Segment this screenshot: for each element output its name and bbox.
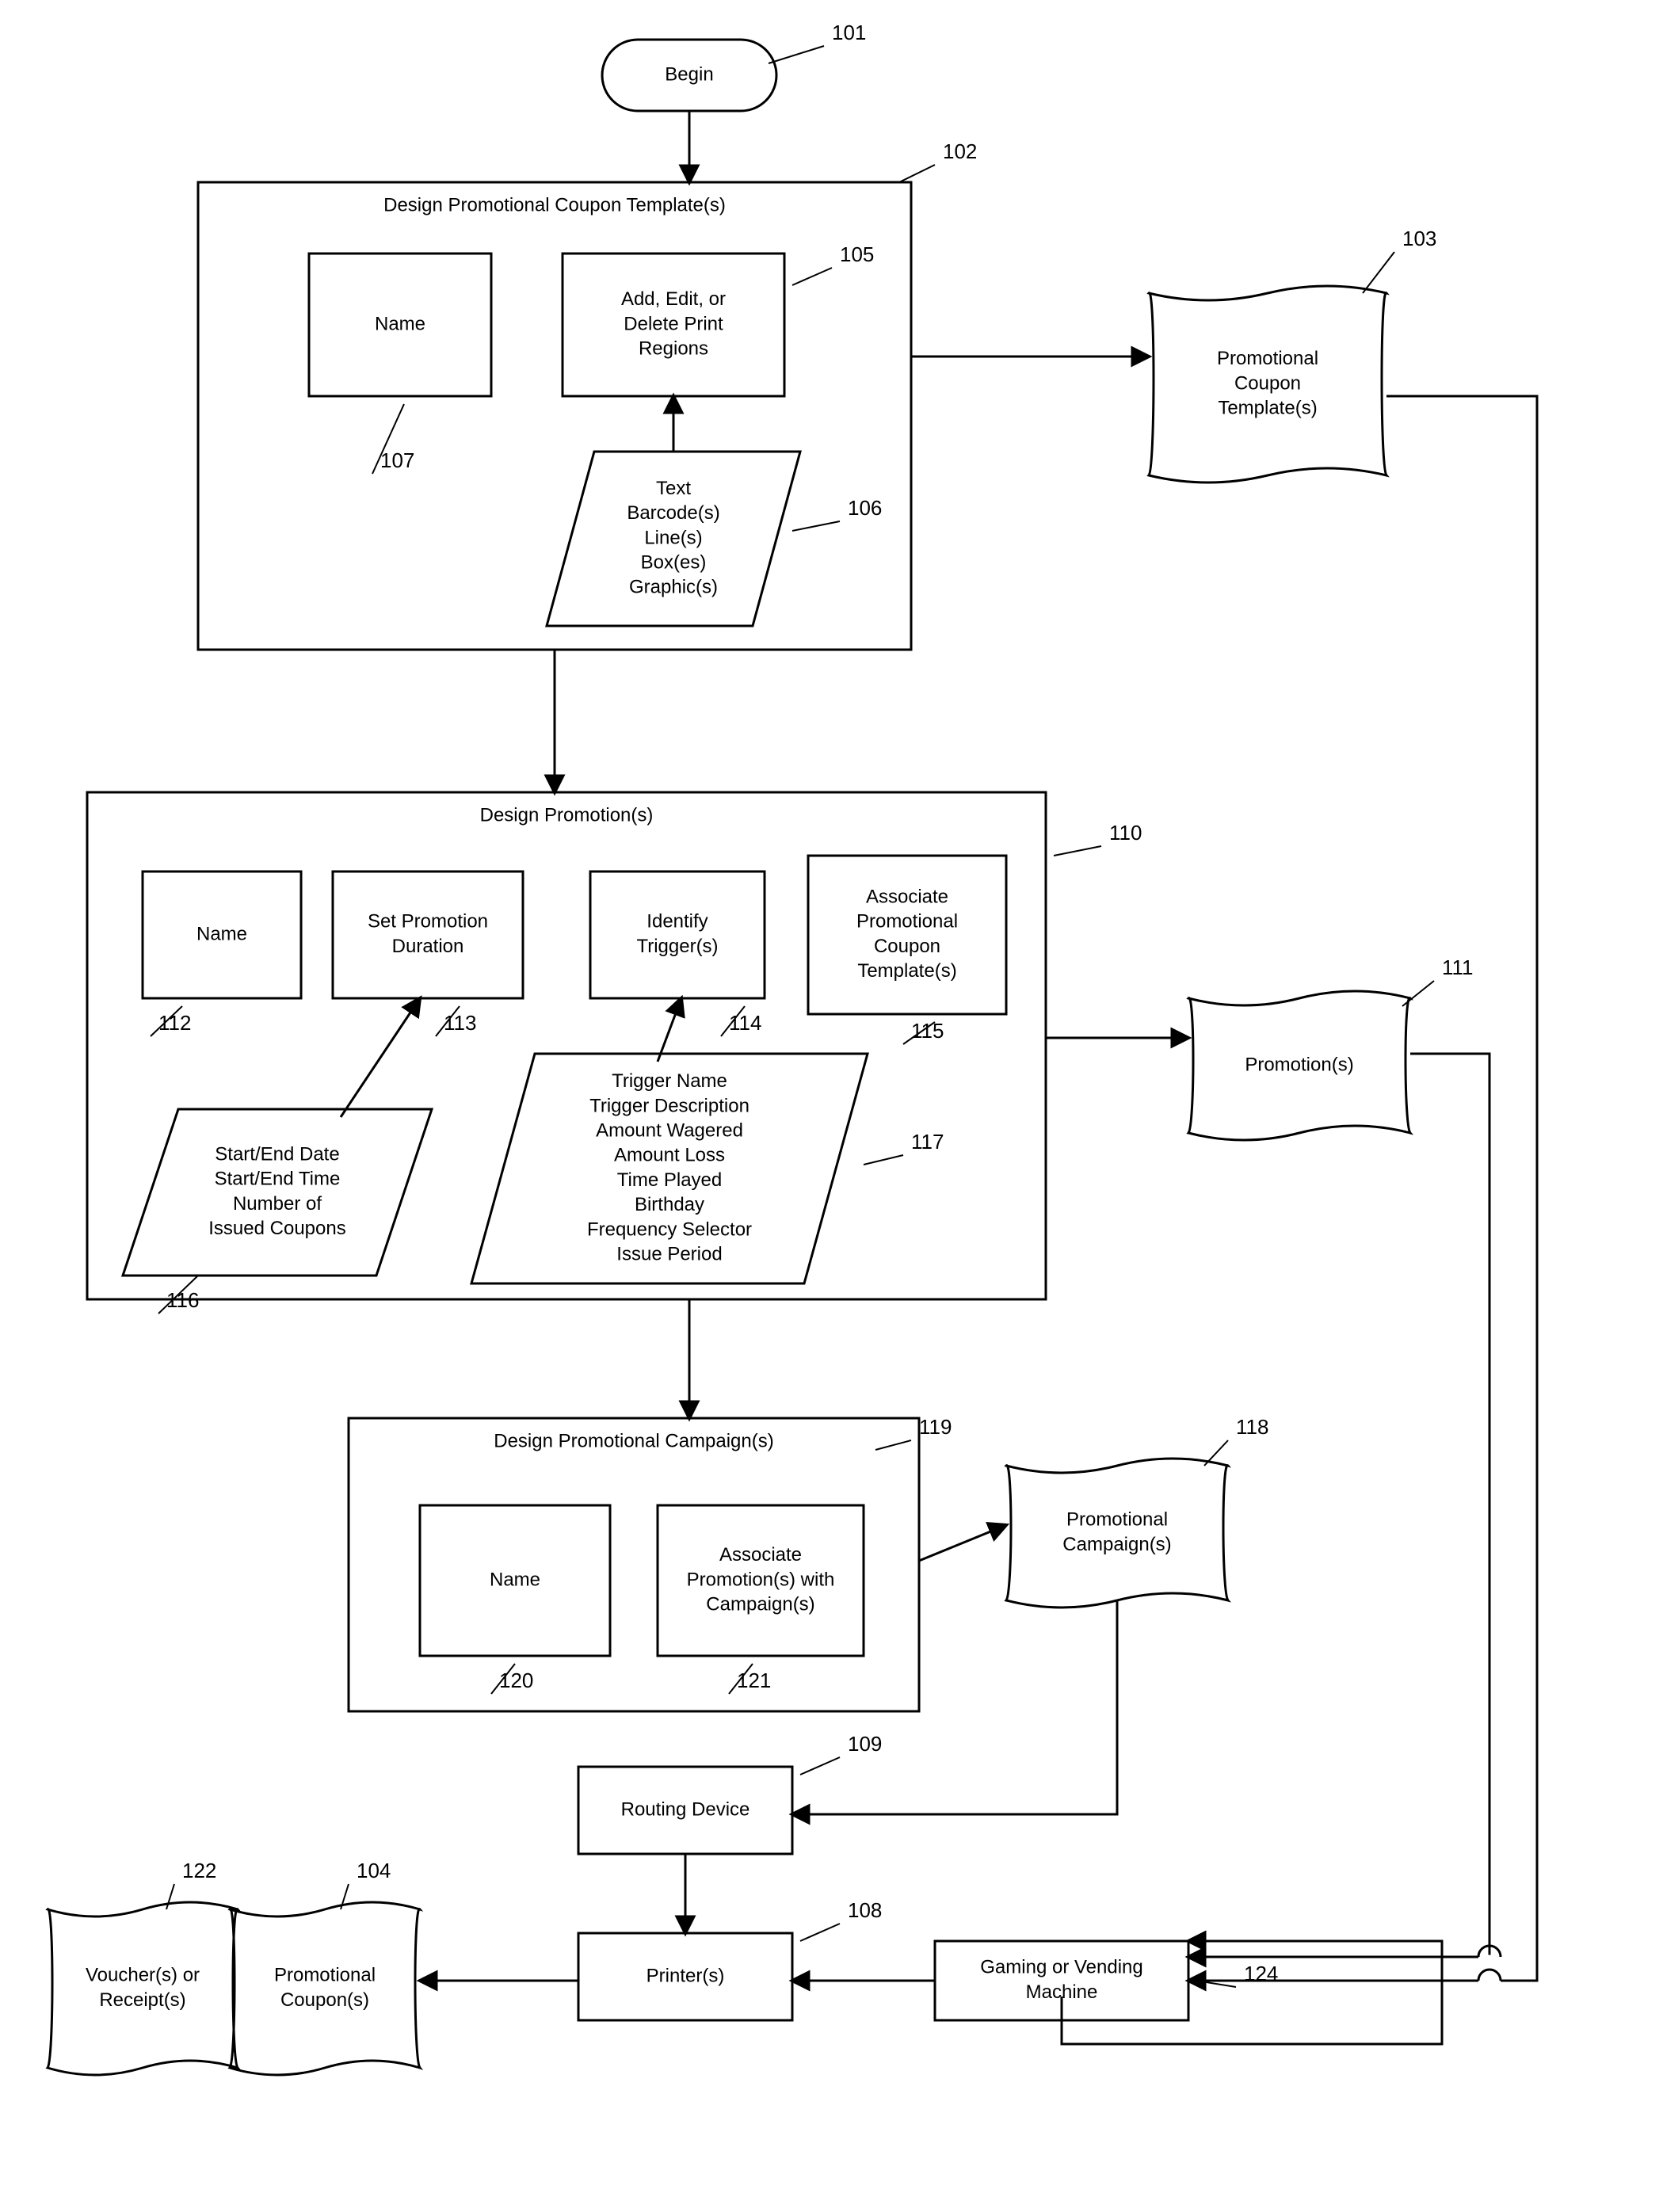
label: Issued Coupons (208, 1218, 345, 1239)
label: Promotional (1066, 1509, 1168, 1531)
label: Template(s) (857, 960, 956, 982)
flow-edge (658, 998, 681, 1062)
label: Name (196, 923, 247, 944)
ref-leader (1363, 252, 1394, 293)
box119 (349, 1418, 919, 1711)
label: Delete Print (624, 313, 723, 334)
label: Start/End Date (215, 1144, 339, 1165)
box119-title: Design Promotional Campaign(s) (494, 1430, 773, 1451)
label: Frequency Selector (587, 1219, 752, 1240)
flow-edge (341, 998, 420, 1117)
ref-leader (800, 1924, 840, 1941)
ref-leader (792, 268, 832, 285)
label: Number of (233, 1193, 322, 1215)
ref-106: 106 (848, 496, 882, 520)
label: Set Promotion (368, 911, 488, 932)
label: Graphic(s) (629, 577, 718, 598)
label: Voucher(s) or (86, 1965, 200, 1986)
ref-102: 102 (943, 139, 977, 163)
label: Promotional (1217, 348, 1318, 369)
box110-title: Design Promotion(s) (480, 804, 654, 826)
label: Coupon(s) (280, 1989, 369, 2011)
label: Receipt(s) (99, 1989, 185, 2011)
ref-109: 109 (848, 1732, 882, 1756)
label: Associate (866, 887, 948, 908)
box102 (198, 182, 911, 650)
ref-117: 117 (911, 1130, 944, 1154)
ref-113: 113 (444, 1011, 476, 1035)
flow-edge (792, 1600, 1117, 1814)
ref-leader (899, 165, 935, 182)
label: Coupon (874, 936, 940, 957)
ref-115: 115 (911, 1019, 944, 1043)
label: Printer(s) (647, 1965, 725, 1986)
ref-leader (792, 521, 840, 531)
label: Identify (647, 911, 708, 932)
label: Issue Period (616, 1244, 722, 1265)
label: Birthday (635, 1194, 704, 1215)
ref-101: 101 (832, 21, 866, 44)
label: Campaign(s) (1062, 1534, 1171, 1555)
label: Trigger Description (589, 1095, 749, 1116)
ref-121: 121 (737, 1669, 771, 1692)
label: Campaign(s) (706, 1594, 814, 1615)
label: Line(s) (644, 527, 702, 548)
label: Name (375, 313, 425, 334)
label: Promotional (274, 1965, 376, 1986)
label: Promotion(s) (1245, 1054, 1353, 1075)
ref-124: 124 (1244, 1962, 1278, 1985)
ref-107: 107 (380, 448, 414, 472)
ref-120: 120 (499, 1669, 533, 1692)
ref-112: 112 (158, 1011, 191, 1035)
flow-edge (1188, 396, 1537, 1981)
label: Associate (719, 1544, 802, 1566)
label: Machine (1026, 1981, 1098, 2003)
label: Template(s) (1218, 398, 1317, 419)
flow-edge (1188, 1054, 1489, 1957)
label: Trigger(s) (636, 936, 718, 957)
ref-103: 103 (1402, 227, 1436, 250)
label: Start/End Time (215, 1169, 341, 1190)
ref-leader (1402, 981, 1434, 1006)
flow-edge (919, 1525, 1006, 1561)
ref-114: 114 (729, 1011, 761, 1035)
ref-leader (166, 1884, 174, 1909)
label: Add, Edit, or (621, 288, 726, 310)
ref-116: 116 (166, 1288, 199, 1312)
label: Regions (639, 338, 708, 360)
label: Coupon (1234, 372, 1301, 394)
ref-110: 110 (1109, 821, 1142, 845)
label: Gaming or Vending (980, 1957, 1142, 1978)
ref-105: 105 (840, 242, 874, 266)
label: Begin (665, 63, 713, 85)
label: Trigger Name (612, 1070, 727, 1092)
label: Barcode(s) (627, 502, 719, 524)
ref-leader (864, 1155, 903, 1165)
label: Time Played (617, 1169, 723, 1191)
label: Duration (392, 936, 464, 957)
label: Promotional (856, 911, 958, 932)
label: Amount Loss (614, 1145, 725, 1166)
ref-108: 108 (848, 1898, 882, 1922)
label: Name (490, 1569, 540, 1590)
ref-119: 119 (919, 1415, 952, 1439)
label: Routing Device (621, 1798, 750, 1820)
ref-104: 104 (357, 1859, 391, 1882)
label: Promotion(s) with (687, 1569, 835, 1590)
label: Text (656, 478, 691, 499)
ref-leader (769, 46, 824, 63)
label: Amount Wagered (596, 1120, 743, 1142)
ref-111: 111 (1442, 955, 1474, 979)
ref-leader (875, 1440, 911, 1450)
box102-title: Design Promotional Coupon Template(s) (383, 194, 726, 215)
ref-118: 118 (1236, 1415, 1268, 1439)
label: Box(es) (641, 552, 707, 574)
ref-leader (1054, 846, 1101, 856)
ref-leader (800, 1757, 840, 1775)
ref-122: 122 (182, 1859, 216, 1882)
